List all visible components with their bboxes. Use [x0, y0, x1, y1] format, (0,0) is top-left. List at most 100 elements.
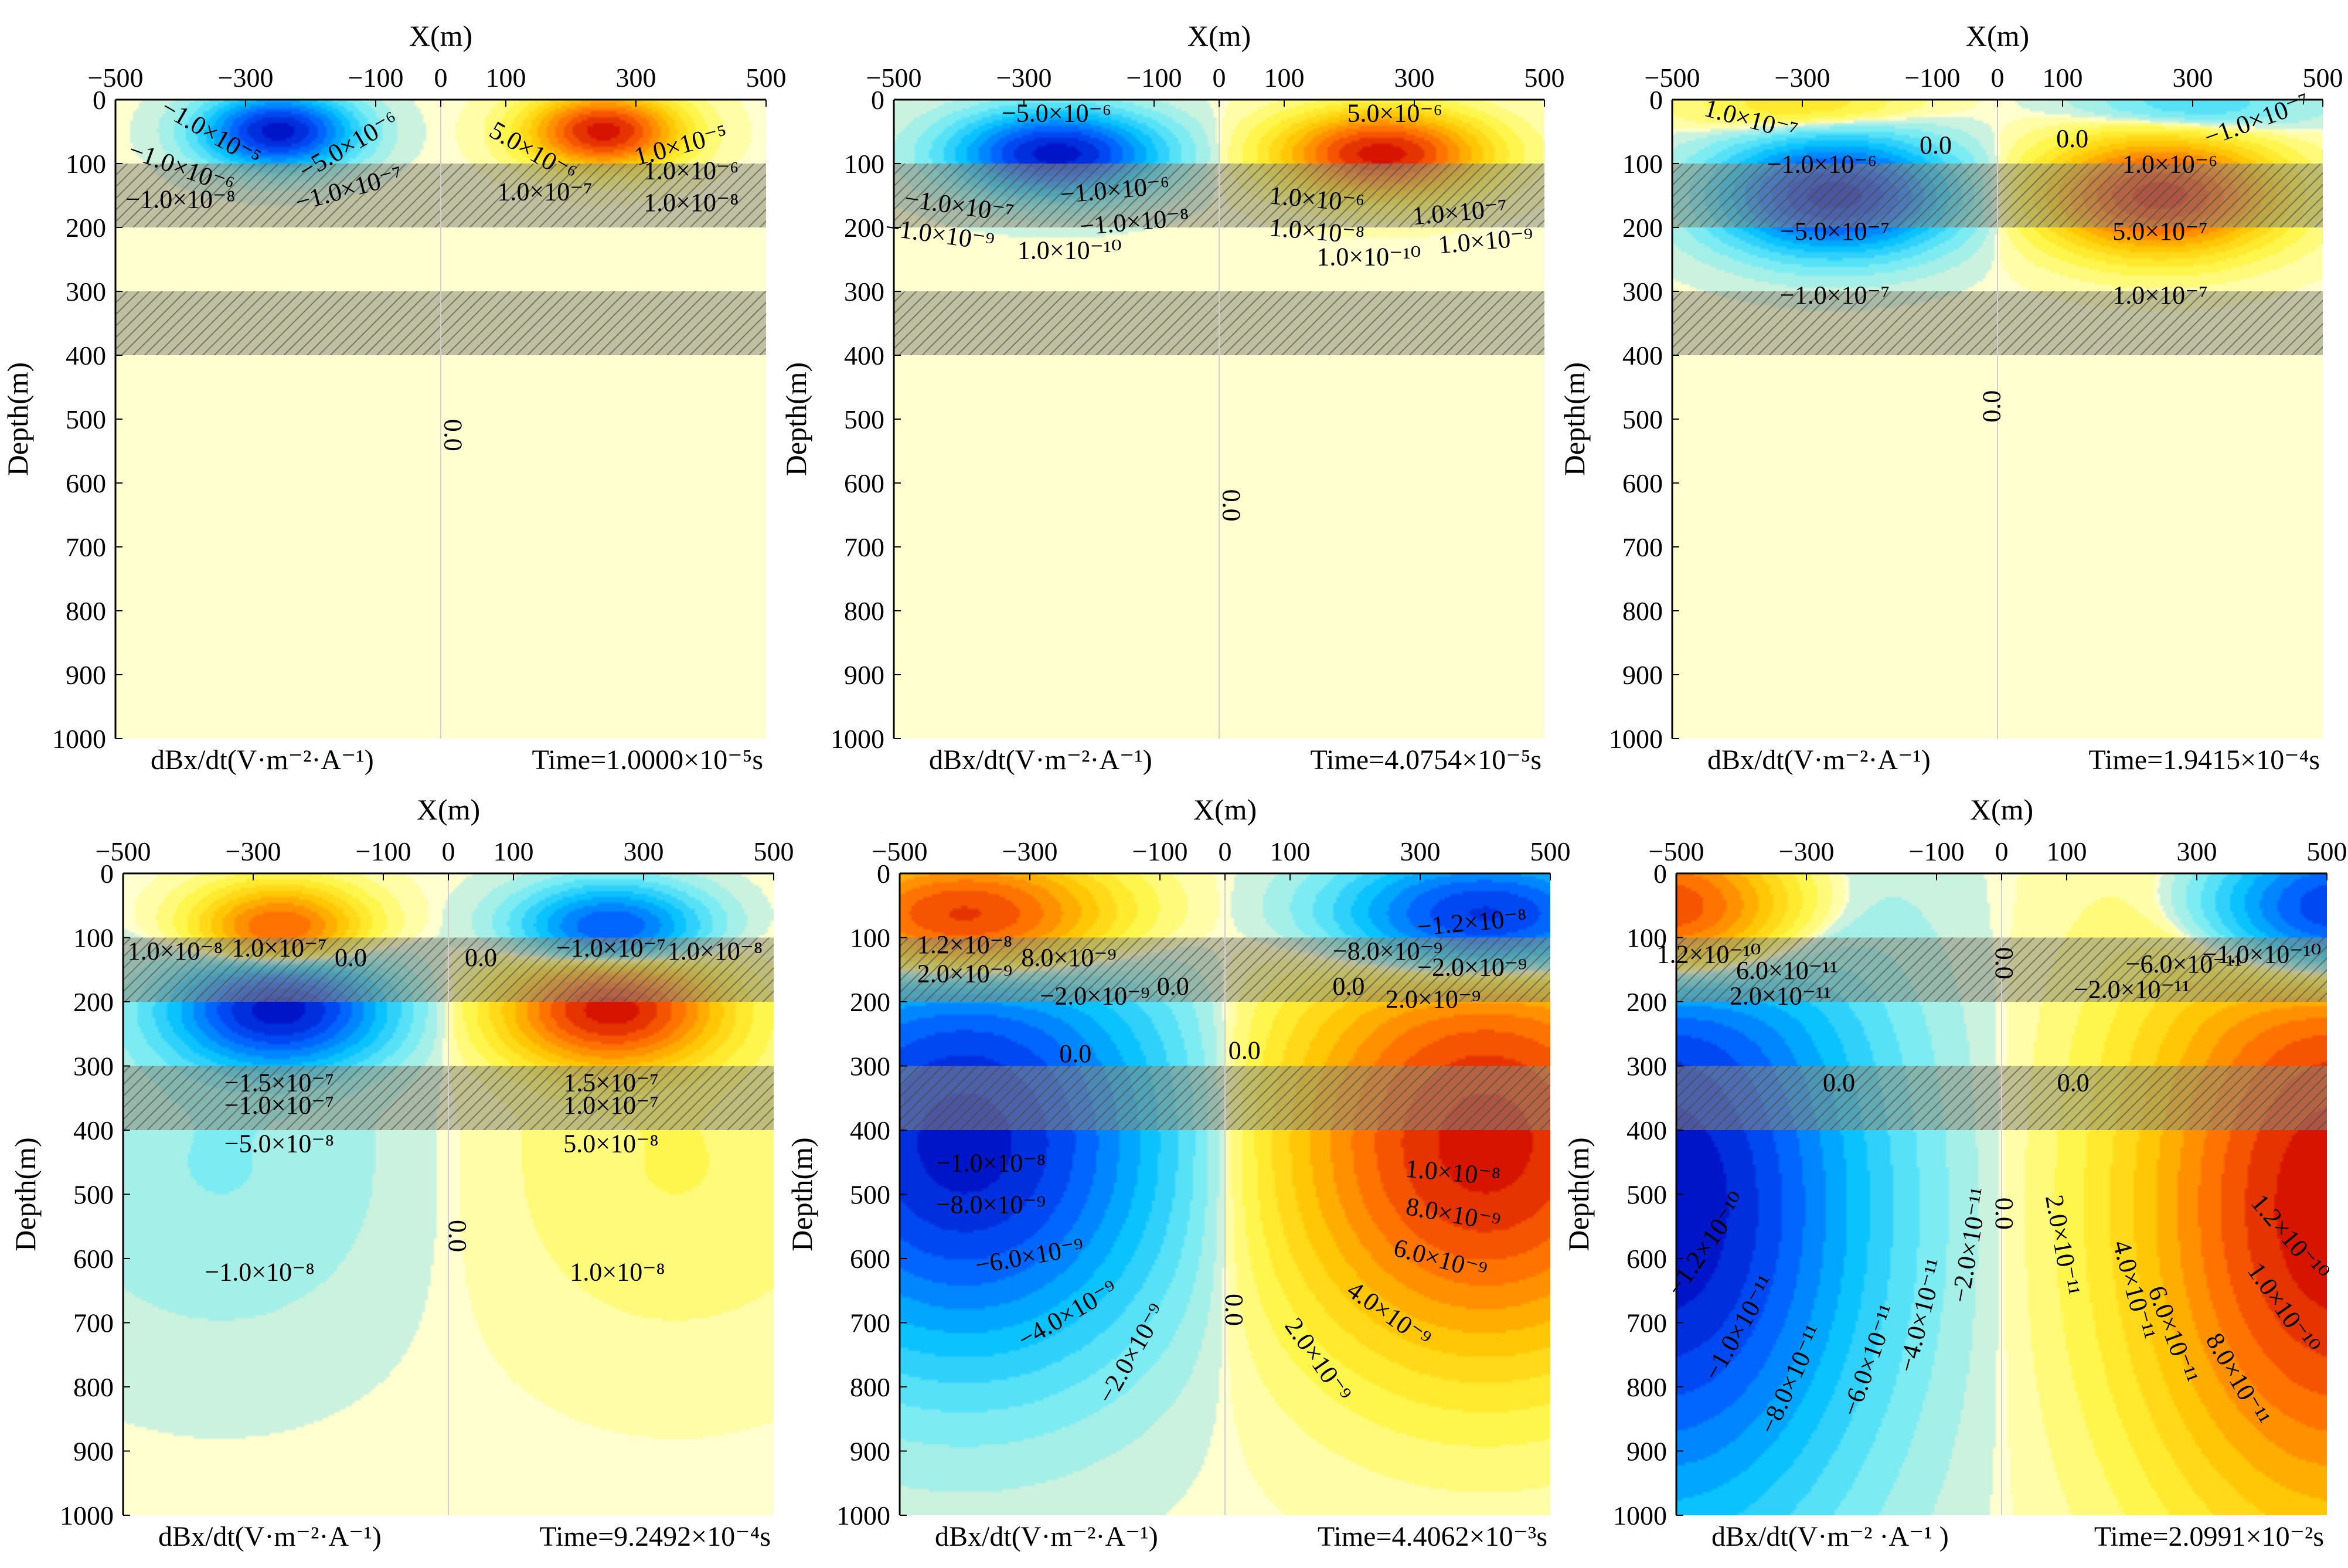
y-tick-label: 100 [850, 923, 890, 953]
x-tick-label: 100 [2047, 836, 2087, 866]
contour-label: 1.0×10⁻⁶ [644, 156, 739, 185]
contour-label: 0.0 [1823, 1068, 1855, 1097]
contour-label: −1.5×10⁻⁷ [224, 1068, 334, 1097]
contour-label: 0.0 [2056, 124, 2088, 153]
x-tick-label: 500 [2303, 63, 2343, 93]
y-tick-label: 600 [1626, 1244, 1667, 1274]
y-tick-label: 700 [850, 1308, 890, 1338]
quantity-label: dBx/dt(V·m⁻²·A⁻¹) [158, 1521, 382, 1552]
contour-label: −1.0×10⁻⁸ [205, 1257, 314, 1286]
contour-label: 0.0 [1157, 972, 1189, 1001]
contour-label: 1.0×10⁻⁷ [2112, 281, 2207, 309]
y-tick-label: 800 [850, 1372, 890, 1402]
contour-label: 2.0×10⁻⁹ [1386, 985, 1481, 1013]
contour-label: −1.0×10⁻⁸ [125, 185, 235, 213]
x-axis-title: X(m) [417, 793, 480, 826]
y-tick-label: 1000 [60, 1501, 114, 1530]
y-tick-label: 0 [93, 85, 106, 115]
y-tick-label: 200 [1622, 213, 1663, 243]
x-tick-label: 500 [746, 63, 787, 93]
x-tick-label: 0 [1219, 836, 1232, 866]
contour-label: −5.0×10⁻⁶ [1002, 98, 1111, 127]
y-tick-label: 600 [73, 1244, 114, 1274]
x-tick-label: −500 [96, 836, 151, 866]
y-tick-label: 500 [850, 1180, 890, 1210]
contour-label: −2.0×10⁻⁹ [1417, 953, 1527, 981]
contour-label: 5.0×10⁻⁸ [563, 1129, 658, 1158]
x-tick-label: −500 [1649, 836, 1704, 866]
y-tick-label: 300 [73, 1052, 114, 1081]
contour-label: −1.0×10⁻¹⁰ [2203, 940, 2322, 968]
contour-label: 1.0×10⁻⁶ [2122, 150, 2217, 179]
x-tick-label: −100 [1127, 63, 1182, 93]
x-tick-label: 100 [494, 836, 534, 866]
x-tick-label: −100 [356, 836, 411, 866]
y-tick-label: 200 [66, 213, 106, 243]
y-tick-label: 300 [850, 1052, 890, 1081]
y-tick-label: 0 [877, 859, 890, 889]
contour-label: 1.0×10⁻¹⁰ [1018, 236, 1122, 265]
x-tick-label: 300 [624, 836, 664, 866]
contour-label: −8.0×10⁻⁹ [936, 1190, 1046, 1219]
contour-label: 0.0 [1217, 489, 1246, 522]
y-tick-label: 600 [850, 1244, 890, 1274]
y-tick-label: 400 [1626, 1115, 1667, 1145]
x-axis-title: X(m) [409, 19, 472, 52]
y-tick-label: 700 [73, 1308, 114, 1338]
x-axis-title: X(m) [1970, 793, 2033, 826]
x-tick-label: 0 [1991, 63, 2005, 93]
y-tick-label: 0 [871, 85, 884, 115]
y-tick-label: 400 [73, 1115, 114, 1145]
y-axis-title: Depth(m) [9, 1137, 42, 1251]
contour-label: −1.0×10⁻⁷ [224, 1091, 334, 1120]
x-tick-label: −300 [1779, 836, 1835, 866]
y-tick-label: 400 [844, 341, 884, 370]
x-tick-label: 500 [754, 836, 794, 866]
y-tick-label: 500 [66, 404, 106, 434]
x-tick-label: −300 [226, 836, 281, 866]
contour-label: −5.0×10⁻⁸ [224, 1129, 334, 1158]
contour-label: 0.0 [1059, 1039, 1091, 1068]
panel-a: X(m) −500 −300 −100 0 100 300 500 Depth(m) 0 100 20… [1, 19, 787, 776]
panel-c: X(m) −500 −300 −100 0 100 300 500 Depth(m) 0 100 20… [1558, 19, 2343, 776]
x-tick-label: −500 [866, 63, 922, 93]
x-tick-label: 100 [2043, 63, 2083, 93]
contour-label: 8.0×10⁻⁹ [1021, 943, 1116, 972]
contour-label: 1.5×10⁻⁷ [563, 1068, 658, 1097]
contour-label: 1.0×10⁻⁷ [497, 177, 592, 206]
contour-label: 1.0×10⁻⁷ [232, 933, 326, 962]
contour-label: 2.0×10⁻¹¹ [1730, 982, 1831, 1011]
time-label: Time=1.9415×10⁻⁴s [2089, 744, 2320, 776]
x-tick-label: 0 [442, 836, 455, 866]
y-tick-label: 500 [1626, 1180, 1667, 1210]
contour-label: 0.0 [335, 943, 367, 972]
x-tick-label: 300 [2177, 836, 2217, 866]
x-tick-label: 500 [1530, 836, 1571, 866]
panel-f: X(m) −500 −300 −100 0 100 300 500 Depth(m) 0 100 20… [1562, 793, 2347, 1552]
x-tick-label: −300 [218, 63, 274, 93]
contour-label: 1.0×10⁻¹⁰ [1316, 243, 1421, 271]
x-tick-label: −100 [1909, 836, 1965, 866]
y-tick-label: 1000 [831, 724, 884, 754]
contour-label: −1.0×10⁻⁸ [936, 1148, 1046, 1177]
contour-label: 0.0 [1978, 390, 2006, 423]
x-tick-label: 500 [2307, 836, 2347, 866]
y-axis-title: Depth(m) [1, 362, 34, 476]
contour-label: 0.0 [1332, 972, 1364, 1001]
y-axis-title: Depth(m) [1558, 362, 1591, 476]
y-tick-label: 300 [66, 277, 106, 307]
contour-label: −2.0×10⁻⁹ [1040, 982, 1149, 1011]
y-tick-label: 500 [73, 1180, 114, 1210]
x-tick-label: −500 [1645, 63, 1700, 93]
x-tick-label: 0 [1995, 836, 2009, 866]
contour-label: 1.0×10⁻⁸ [570, 1257, 665, 1286]
time-label: Time=4.0754×10⁻⁵s [1311, 744, 1542, 776]
contour-label: −1.0×10⁻⁷ [556, 933, 666, 962]
x-tick-label: 500 [1525, 63, 1565, 93]
contour-label: −6.0×10⁻¹¹ [2126, 950, 2242, 978]
contour-label: 1.0×10⁻⁷ [563, 1091, 658, 1120]
y-tick-label: 0 [1653, 859, 1667, 889]
x-axis-title: X(m) [1187, 19, 1251, 52]
contour-label: 0.0 [1229, 1036, 1261, 1065]
